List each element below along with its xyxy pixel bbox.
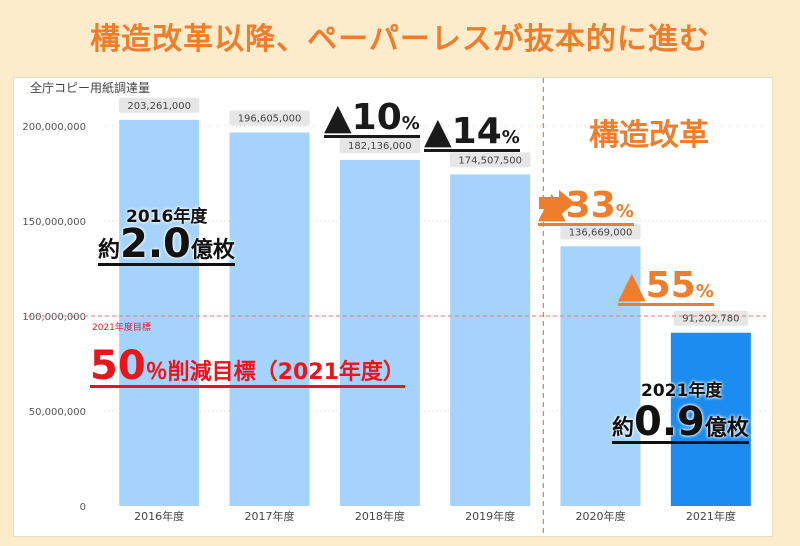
- x-tick-label: 2018年度: [355, 509, 405, 523]
- data-label-box: [118, 97, 200, 113]
- reduction-2019-label: ▲14%: [424, 111, 520, 152]
- data-label: 91,202,780: [682, 314, 739, 325]
- y-tick-label: 150,000,000: [22, 217, 86, 228]
- x-tick-label: 2021年度: [686, 509, 736, 523]
- x-tick-label: 2016年度: [134, 509, 184, 523]
- data-label-box: [229, 110, 310, 126]
- data-label: 182,136,000: [348, 141, 412, 152]
- y-tick-label: 200,000,000: [22, 122, 86, 133]
- bar: [339, 159, 420, 506]
- bar: [119, 119, 200, 506]
- x-tick-label: 2019年度: [465, 509, 515, 523]
- bar: [450, 174, 531, 506]
- right-arrow-icon: [539, 190, 575, 216]
- bar-chart: 全庁コピー用紙調達量 0 50,000,000 100,000,000 150,000,…: [22, 78, 766, 536]
- bar: [560, 246, 641, 506]
- headline: 構造改革以降、ペーパーレスが抜本的に進む: [90, 22, 710, 57]
- x-tick-label: 2017年度: [245, 509, 295, 523]
- bar: [229, 132, 310, 506]
- data-label-box: [560, 224, 641, 240]
- target-line-label: 2021年度目標: [92, 321, 151, 333]
- summary-2016-title: 2016年度: [126, 207, 208, 227]
- summary-2021-title: 2021年度: [641, 381, 723, 401]
- summary-2016-value: 約2.0億枚: [98, 221, 235, 267]
- data-label-box: [673, 310, 748, 326]
- reduction-2021-label: ▲55%: [618, 265, 714, 306]
- data-label: 136,669,000: [569, 227, 633, 238]
- y-tick-label: 50,000,000: [29, 407, 86, 418]
- chart-card: 全庁コピー用紙調達量 0 50,000,000 100,000,000 150,000,…: [14, 78, 772, 536]
- data-label-box: [339, 137, 421, 153]
- data-label: 203,261,000: [127, 101, 191, 112]
- x-tick-label: 2020年度: [576, 509, 626, 523]
- reduction-2018-label: ▲10%: [324, 97, 420, 138]
- reform-label: 構造改革: [589, 118, 709, 153]
- summary-2021-value: 約0.9億枚: [612, 399, 749, 445]
- data-label: 196,605,000: [238, 113, 302, 124]
- bar: [670, 332, 751, 506]
- data-label: 174,507,500: [458, 155, 522, 166]
- y-tick-label: 0: [80, 502, 86, 513]
- chart-title: 全庁コピー用紙調達量: [30, 80, 150, 95]
- data-label-box: [449, 152, 531, 168]
- y-tick-label: 100,000,000: [22, 312, 86, 323]
- target-text: 50％削減目標（2021年度）: [90, 343, 405, 389]
